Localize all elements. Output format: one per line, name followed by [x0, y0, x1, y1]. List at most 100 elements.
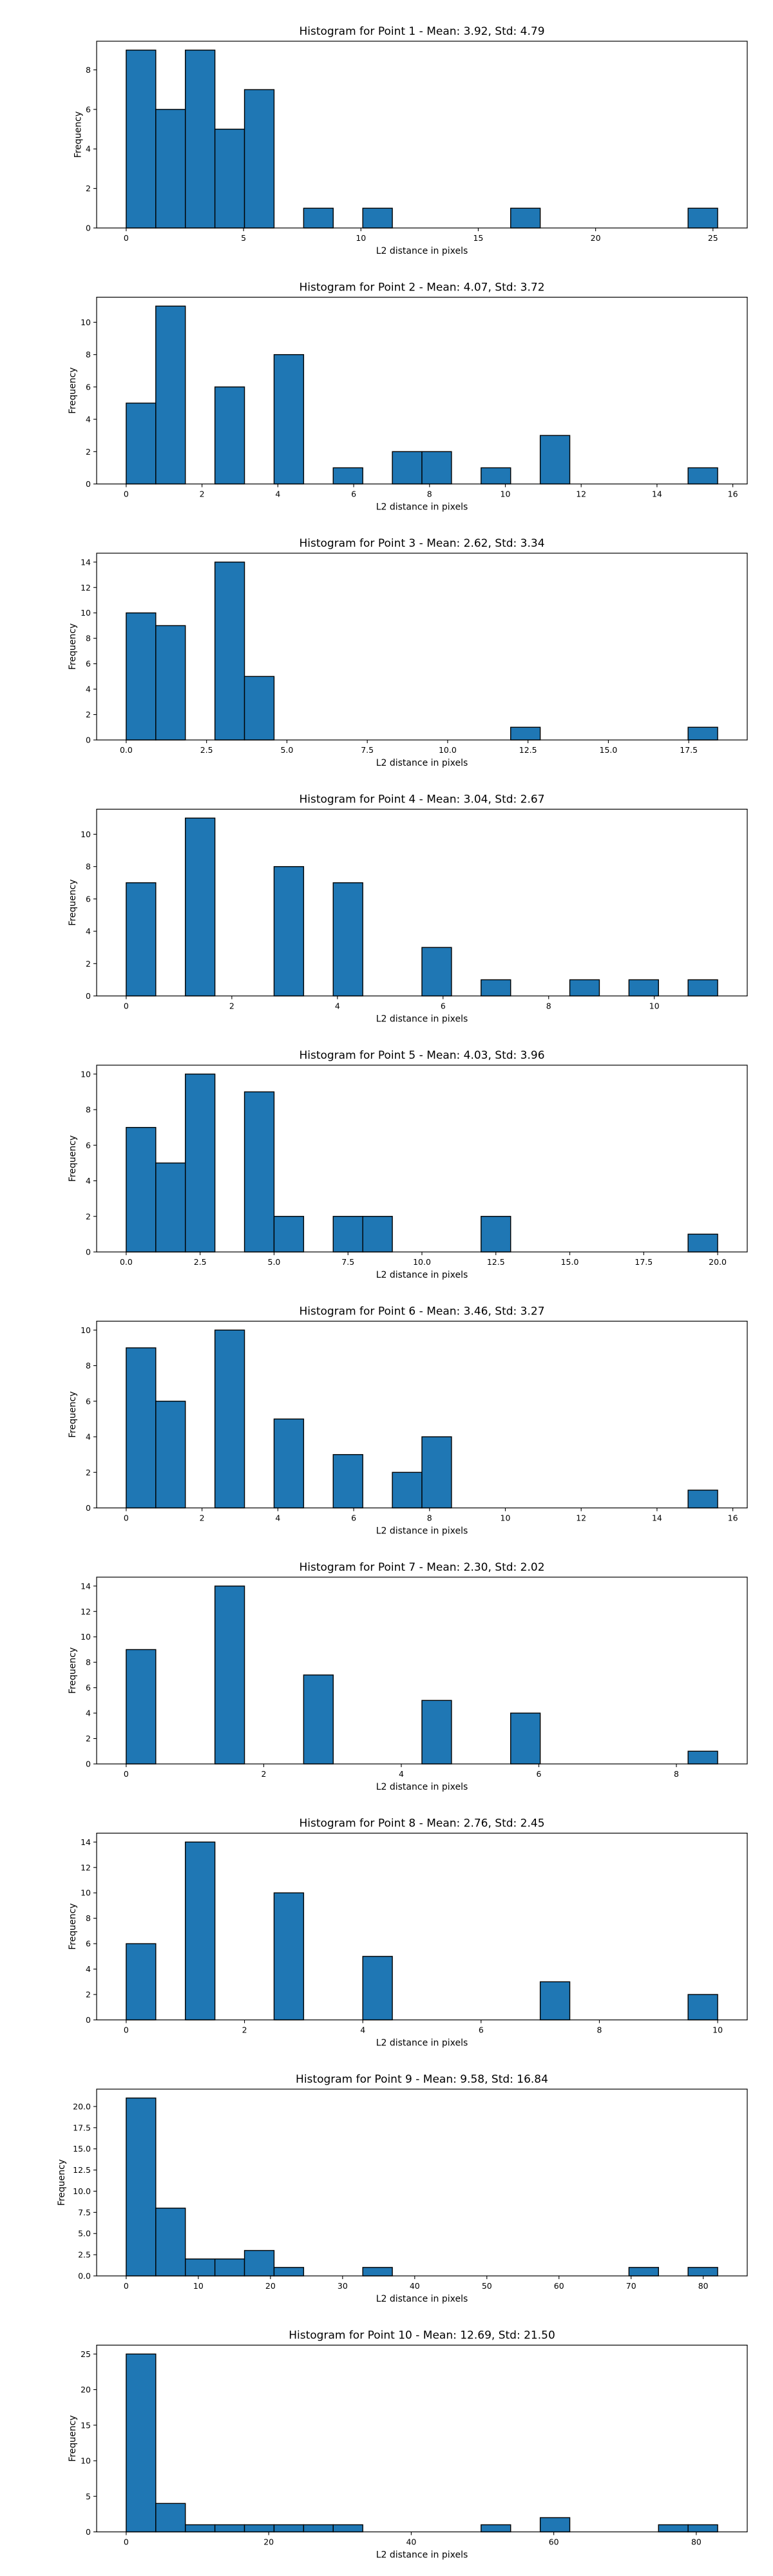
x-tick-label: 50 [482, 2281, 492, 2291]
x-axis-label: L2 distance in pixels [376, 2550, 468, 2561]
y-axis-label: Frequency [57, 2159, 67, 2206]
y-tick-label: 15.0 [73, 2144, 91, 2154]
histogram-bar [243, 2249, 275, 2277]
x-tick-label: 6 [351, 489, 356, 499]
histogram-bar [687, 207, 718, 229]
histogram-bar [421, 451, 452, 485]
x-tick-label: 25 [708, 233, 718, 243]
y-tick-label: 17.5 [73, 2123, 91, 2132]
x-tick-label: 2.5 [194, 1257, 207, 1267]
histogram-bar [392, 1472, 423, 1509]
plot-frame [96, 2344, 748, 2533]
histogram-bar [421, 1436, 452, 1509]
x-axis-label: L2 distance in pixels [376, 2294, 468, 2304]
y-tick-label: 4 [86, 685, 91, 694]
x-tick-label: 2 [229, 1001, 234, 1011]
y-tick-label: 2 [86, 1468, 91, 1477]
y-tick-label: 5.0 [78, 2229, 91, 2239]
x-tick-label: 40 [410, 2281, 420, 2291]
histogram-bar [155, 2503, 186, 2533]
x-tick-label: 0 [124, 1513, 129, 1523]
histogram-bar [481, 979, 511, 997]
chart-title: Histogram for Point 2 - Mean: 4.07, Std:… [299, 281, 544, 294]
y-tick-label: 10 [81, 1325, 91, 1335]
y-tick-label: 0 [86, 1503, 91, 1513]
histogram-bar [687, 2267, 718, 2277]
chart-title: Histogram for Point 5 - Mean: 4.03, Std:… [299, 1049, 544, 1062]
histogram-bar [155, 1401, 186, 1509]
x-tick-label: 16 [728, 489, 738, 499]
histogram-bar [185, 2258, 216, 2277]
x-tick-label: 0 [124, 1001, 129, 1011]
histogram-bar [687, 467, 718, 485]
histogram-bar [362, 2267, 393, 2277]
plot-frame [96, 1320, 748, 1509]
histogram-bar [332, 2524, 363, 2533]
histogram-bar [658, 2524, 689, 2533]
histogram-bar [185, 817, 216, 997]
histogram-bar [273, 866, 305, 997]
x-tick-label: 7.5 [341, 1257, 354, 1267]
x-tick-label: 12 [576, 489, 586, 499]
x-tick-label: 0 [124, 233, 129, 243]
y-tick-label: 12 [81, 1607, 91, 1616]
histogram-bar [185, 1074, 216, 1253]
x-axis-label: L2 distance in pixels [376, 1270, 468, 1280]
x-tick-label: 4 [360, 2025, 365, 2035]
y-tick-label: 0 [86, 2015, 91, 2025]
plot-frame [96, 1577, 748, 1765]
x-tick-label: 15.0 [600, 745, 618, 755]
x-tick-label: 5.0 [280, 745, 293, 755]
histogram-bar [362, 207, 393, 229]
y-tick-label: 20 [81, 2385, 91, 2394]
histogram-bar [332, 882, 363, 997]
histogram-bar [214, 2258, 245, 2277]
y-tick-label: 2 [86, 184, 91, 193]
histogram-bar [687, 726, 718, 741]
x-tick-label: 12.5 [487, 1257, 505, 1267]
histogram-bar [155, 1162, 186, 1253]
x-tick-label: 8 [546, 1001, 551, 1011]
x-axis-label: L2 distance in pixels [376, 502, 468, 513]
y-tick-label: 0 [86, 479, 91, 489]
x-tick-label: 14 [652, 489, 662, 499]
y-tick-label: 6 [86, 104, 91, 114]
chart-title: Histogram for Point 1 - Mean: 3.92, Std:… [299, 25, 544, 38]
histogram-bar [185, 50, 216, 229]
chart-title: Histogram for Point 9 - Mean: 9.58, Std:… [296, 2073, 548, 2086]
y-tick-label: 2 [86, 1990, 91, 2000]
histogram-bar [273, 354, 305, 485]
y-tick-label: 4 [86, 1176, 91, 1186]
y-tick-label: 8 [86, 862, 91, 871]
x-tick-label: 16 [728, 1513, 738, 1523]
histogram-panel: Histogram for Point 3 - Mean: 2.62, Std:… [68, 537, 748, 768]
y-tick-label: 2 [86, 447, 91, 457]
x-tick-label: 2 [200, 489, 205, 499]
y-tick-label: 10.0 [73, 2186, 91, 2196]
histogram-bar [243, 89, 275, 229]
histogram-bar [126, 402, 157, 485]
x-tick-label: 8 [427, 1513, 432, 1523]
x-tick-label: 2.5 [200, 745, 213, 755]
y-tick-label: 4 [86, 144, 91, 154]
y-tick-label: 4 [86, 1432, 91, 1442]
x-tick-label: 0.0 [120, 745, 133, 755]
x-axis-label: L2 distance in pixels [376, 246, 468, 256]
histogram-bar [273, 1418, 305, 1509]
y-tick-label: 0 [86, 1759, 91, 1769]
histogram-bar [332, 1454, 363, 1509]
histogram-bar [155, 625, 186, 741]
y-tick-label: 10 [81, 608, 91, 618]
y-tick-label: 10 [81, 1632, 91, 1642]
histogram-bar [273, 1892, 305, 2021]
x-tick-label: 0 [124, 1769, 129, 1779]
plot-frame [96, 2088, 748, 2277]
histogram-bar [539, 435, 571, 485]
x-tick-label: 0 [124, 2025, 129, 2035]
histogram-bar [243, 1091, 275, 1253]
x-axis-label: L2 distance in pixels [376, 1014, 468, 1025]
y-axis-label: Frequency [68, 879, 78, 925]
histogram-panel: Histogram for Point 10 - Mean: 12.69, St… [68, 2329, 748, 2561]
y-tick-label: 6 [86, 1939, 91, 1949]
